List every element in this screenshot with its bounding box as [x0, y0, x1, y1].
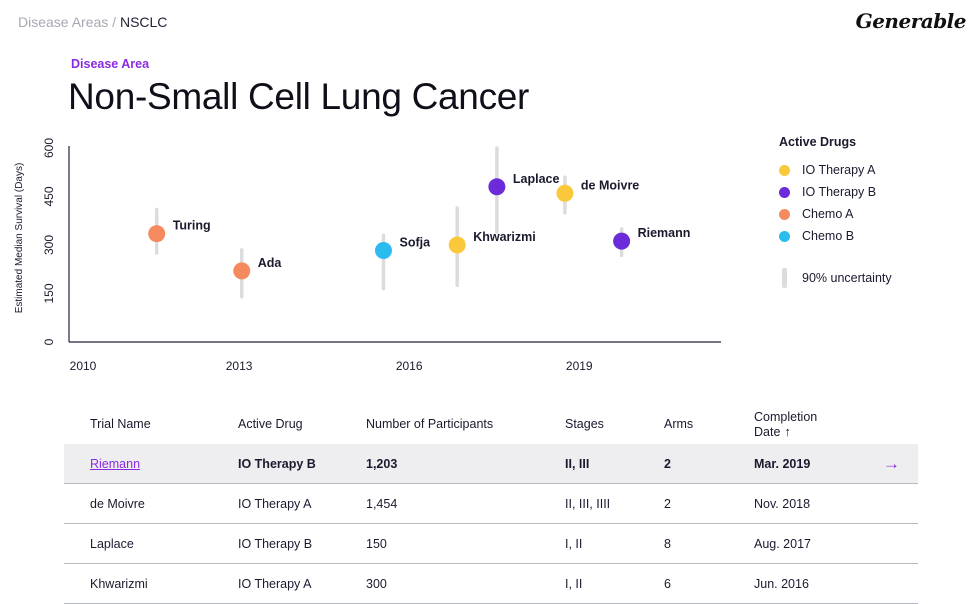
cell-stages: II, III, IIII	[539, 483, 638, 524]
cell-participants: 1,454	[340, 483, 539, 524]
cell-active-drug: IO Therapy A	[212, 483, 340, 524]
point-label: Laplace	[513, 172, 560, 186]
cell-stages: II, III	[539, 444, 638, 484]
page-eyebrow: Disease Area	[71, 57, 150, 71]
cell-participants: 150	[340, 523, 539, 564]
legend-label: IO Therapy B	[802, 185, 877, 199]
cell-completion-date: Mar. 2019	[728, 444, 857, 484]
point-label: Turing	[173, 219, 211, 233]
x-tick-label: 2010	[70, 359, 97, 373]
table-row[interactable]: de Moivre IO Therapy A 1,454 II, III, II…	[64, 483, 918, 524]
breadcrumb-separator: /	[108, 14, 120, 30]
data-point	[148, 225, 166, 243]
trial-name-link[interactable]: Riemann	[64, 444, 212, 484]
page-title: Non-Small Cell Lung Cancer	[68, 76, 530, 117]
column-header-active-drug[interactable]: Active Drug	[238, 417, 303, 431]
legend-item-chemo-b[interactable]: Chemo B	[779, 225, 892, 247]
y-tick-label: 0	[42, 338, 56, 345]
cell-trial-name: Laplace	[64, 523, 212, 564]
legend-dot-chemo-b	[779, 230, 790, 242]
cell-participants: 1,203	[340, 444, 539, 484]
x-tick-label: 2016	[396, 359, 423, 373]
cell-active-drug: IO Therapy A	[212, 563, 340, 604]
cell-active-drug: IO Therapy B	[212, 444, 340, 484]
data-point	[613, 232, 631, 250]
trials-table: Trial Name Active Drug Number of Partici…	[64, 404, 918, 604]
legend-label: Chemo B	[802, 229, 855, 243]
y-axis-label: Estimated Median Survival (Days)	[14, 163, 25, 314]
legend-dot-io-therapy-b	[779, 186, 790, 198]
point-label: Khwarizmi	[473, 230, 536, 244]
cell-completion-date: Nov. 2018	[728, 483, 857, 524]
x-tick-label: 2013	[226, 359, 253, 373]
cell-active-drug: IO Therapy B	[212, 523, 340, 564]
y-tick-label: 300	[42, 235, 56, 255]
cell-participants: 300	[340, 563, 539, 604]
legend-item-uncertainty: 90% uncertainty	[779, 267, 892, 289]
cell-trial-name: de Moivre	[64, 483, 212, 524]
table-header-row: Trial Name Active Drug Number of Partici…	[64, 404, 918, 444]
cell-arms: 6	[638, 563, 728, 604]
point-label: Riemann	[638, 226, 691, 240]
point-label: Sofja	[399, 235, 431, 249]
cell-stages: I, II	[539, 563, 638, 604]
sort-arrow-up-icon[interactable]: ↑	[784, 423, 791, 439]
data-point	[374, 241, 392, 259]
column-header-completion-date[interactable]: Completion Date ↑	[728, 404, 857, 444]
data-point	[556, 184, 574, 202]
y-tick-label: 450	[42, 186, 56, 206]
survival-scatter-chart: 0 150 300 450 600 2010 2013 2016 2019 Estimated M…	[14, 138, 721, 373]
y-tick-label: 150	[42, 283, 56, 303]
column-header-arms[interactable]: Arms	[664, 417, 694, 431]
legend-title: Active Drugs	[779, 135, 857, 149]
cell-completion-date: Jun. 2016	[728, 563, 857, 604]
legend-label: 90% uncertainty	[802, 271, 892, 285]
cell-arms: 2	[638, 483, 728, 524]
table-row[interactable]: Laplace IO Therapy B 150 I, II 8 Aug. 20…	[64, 523, 918, 564]
legend-item-io-therapy-a[interactable]: IO Therapy A	[779, 159, 892, 181]
cell-spacer	[857, 523, 918, 564]
legend-label: IO Therapy A	[802, 163, 876, 177]
cell-spacer	[857, 563, 918, 604]
point-label: de Moivre	[581, 178, 639, 192]
cell-stages: I, II	[539, 523, 638, 564]
cell-arms: 8	[638, 523, 728, 564]
table-row[interactable]: Riemann IO Therapy B 1,203 II, III 2 Mar…	[64, 444, 918, 484]
column-header-spacer	[857, 404, 918, 444]
data-point	[233, 262, 251, 280]
breadcrumb: Disease Areas / NSCLC	[18, 14, 167, 30]
table-row[interactable]: Khwarizmi IO Therapy A 300 I, II 6 Jun. …	[64, 563, 918, 604]
legend-label: Chemo A	[802, 207, 854, 221]
cell-arms: 2	[638, 444, 728, 484]
column-header-trial-name[interactable]: Trial Name	[90, 417, 151, 431]
row-open-arrow-icon[interactable]: →	[857, 444, 918, 484]
legend-item-chemo-a[interactable]: Chemo A	[779, 203, 892, 225]
brand-logo[interactable]: Generable	[855, 9, 967, 33]
column-header-participants[interactable]: Number of Participants	[366, 417, 494, 431]
data-point	[448, 236, 466, 254]
breadcrumb-current: NSCLC	[119, 14, 168, 30]
uncertainty-bar-icon	[782, 268, 787, 288]
point-label: Ada	[258, 256, 283, 270]
cell-completion-date: Aug. 2017	[728, 523, 857, 564]
legend-item-io-therapy-b[interactable]: IO Therapy B	[779, 181, 892, 203]
legend-dot-io-therapy-a	[779, 164, 790, 176]
y-tick-label: 600	[42, 138, 56, 158]
cell-trial-name: Khwarizmi	[64, 563, 212, 604]
completion-date-value: Mar. 2019	[754, 456, 811, 471]
legend-dot-chemo-a	[779, 208, 790, 220]
breadcrumb-parent[interactable]: Disease Areas	[18, 14, 109, 30]
column-header-stages[interactable]: Stages	[565, 417, 604, 431]
chart-legend: Active Drugs IO Therapy A IO Therapy B C…	[779, 135, 892, 289]
x-tick-label: 2019	[566, 359, 593, 373]
cell-spacer	[857, 483, 918, 524]
completion-date-label: Completion Date	[754, 409, 818, 439]
data-point	[488, 178, 506, 196]
